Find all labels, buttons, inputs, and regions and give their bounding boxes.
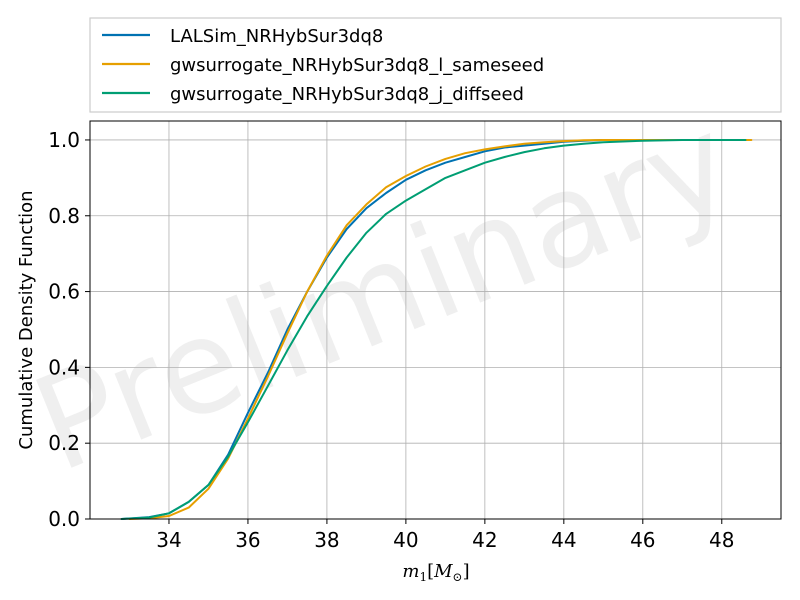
y-tick-label: 0.0 xyxy=(48,507,80,531)
x-label-bracket-open: [ xyxy=(427,561,434,582)
x-label-unit-sub: ⊙ xyxy=(453,570,463,584)
series-line-2 xyxy=(120,139,747,520)
y-axis: 0.0 0.2 0.4 0.6 0.8 1.0 xyxy=(48,128,90,531)
y-axis-label: Cumulative Density Function xyxy=(16,190,37,449)
x-tick-label: 42 xyxy=(472,528,497,552)
x-tick-label: 34 xyxy=(156,528,181,552)
x-tick-label: 36 xyxy=(235,528,260,552)
y-tick-label: 0.8 xyxy=(48,204,80,228)
x-tick-label: 44 xyxy=(551,528,576,552)
legend-label: gwsurrogate_NRHybSur3dq8_l_sameseed xyxy=(170,55,544,76)
x-label-unit: M xyxy=(433,561,453,582)
y-tick-label: 0.4 xyxy=(48,355,80,379)
x-axis: 34 36 38 40 42 44 46 48 xyxy=(156,519,734,552)
y-tick-label: 1.0 xyxy=(48,128,80,152)
x-label-bracket-close: ] xyxy=(463,561,470,582)
legend-frame xyxy=(89,17,782,113)
legend-label: LALSim_NRHybSur3dq8 xyxy=(170,26,383,47)
legend-label: gwsurrogate_NRHybSur3dq8_j_diffseed xyxy=(170,84,524,105)
plot-frame xyxy=(89,120,782,520)
x-label-sub: 1 xyxy=(419,570,427,584)
x-tick-label: 40 xyxy=(393,528,418,552)
series-layer xyxy=(120,139,753,520)
legend: LALSim_NRHybSur3dq8 gwsurrogate_NRHybSur3… xyxy=(89,17,782,113)
x-label-main: m xyxy=(402,561,419,582)
x-tick-label: 48 xyxy=(709,528,734,552)
x-tick-label: 46 xyxy=(630,528,655,552)
x-axis-label: m1[M⊙] xyxy=(402,561,469,584)
series-line-1 xyxy=(128,139,753,520)
x-tick-label: 38 xyxy=(314,528,339,552)
y-tick-label: 0.2 xyxy=(48,431,80,455)
watermark-text: Preliminary xyxy=(14,85,752,501)
y-tick-label: 0.6 xyxy=(48,280,80,304)
